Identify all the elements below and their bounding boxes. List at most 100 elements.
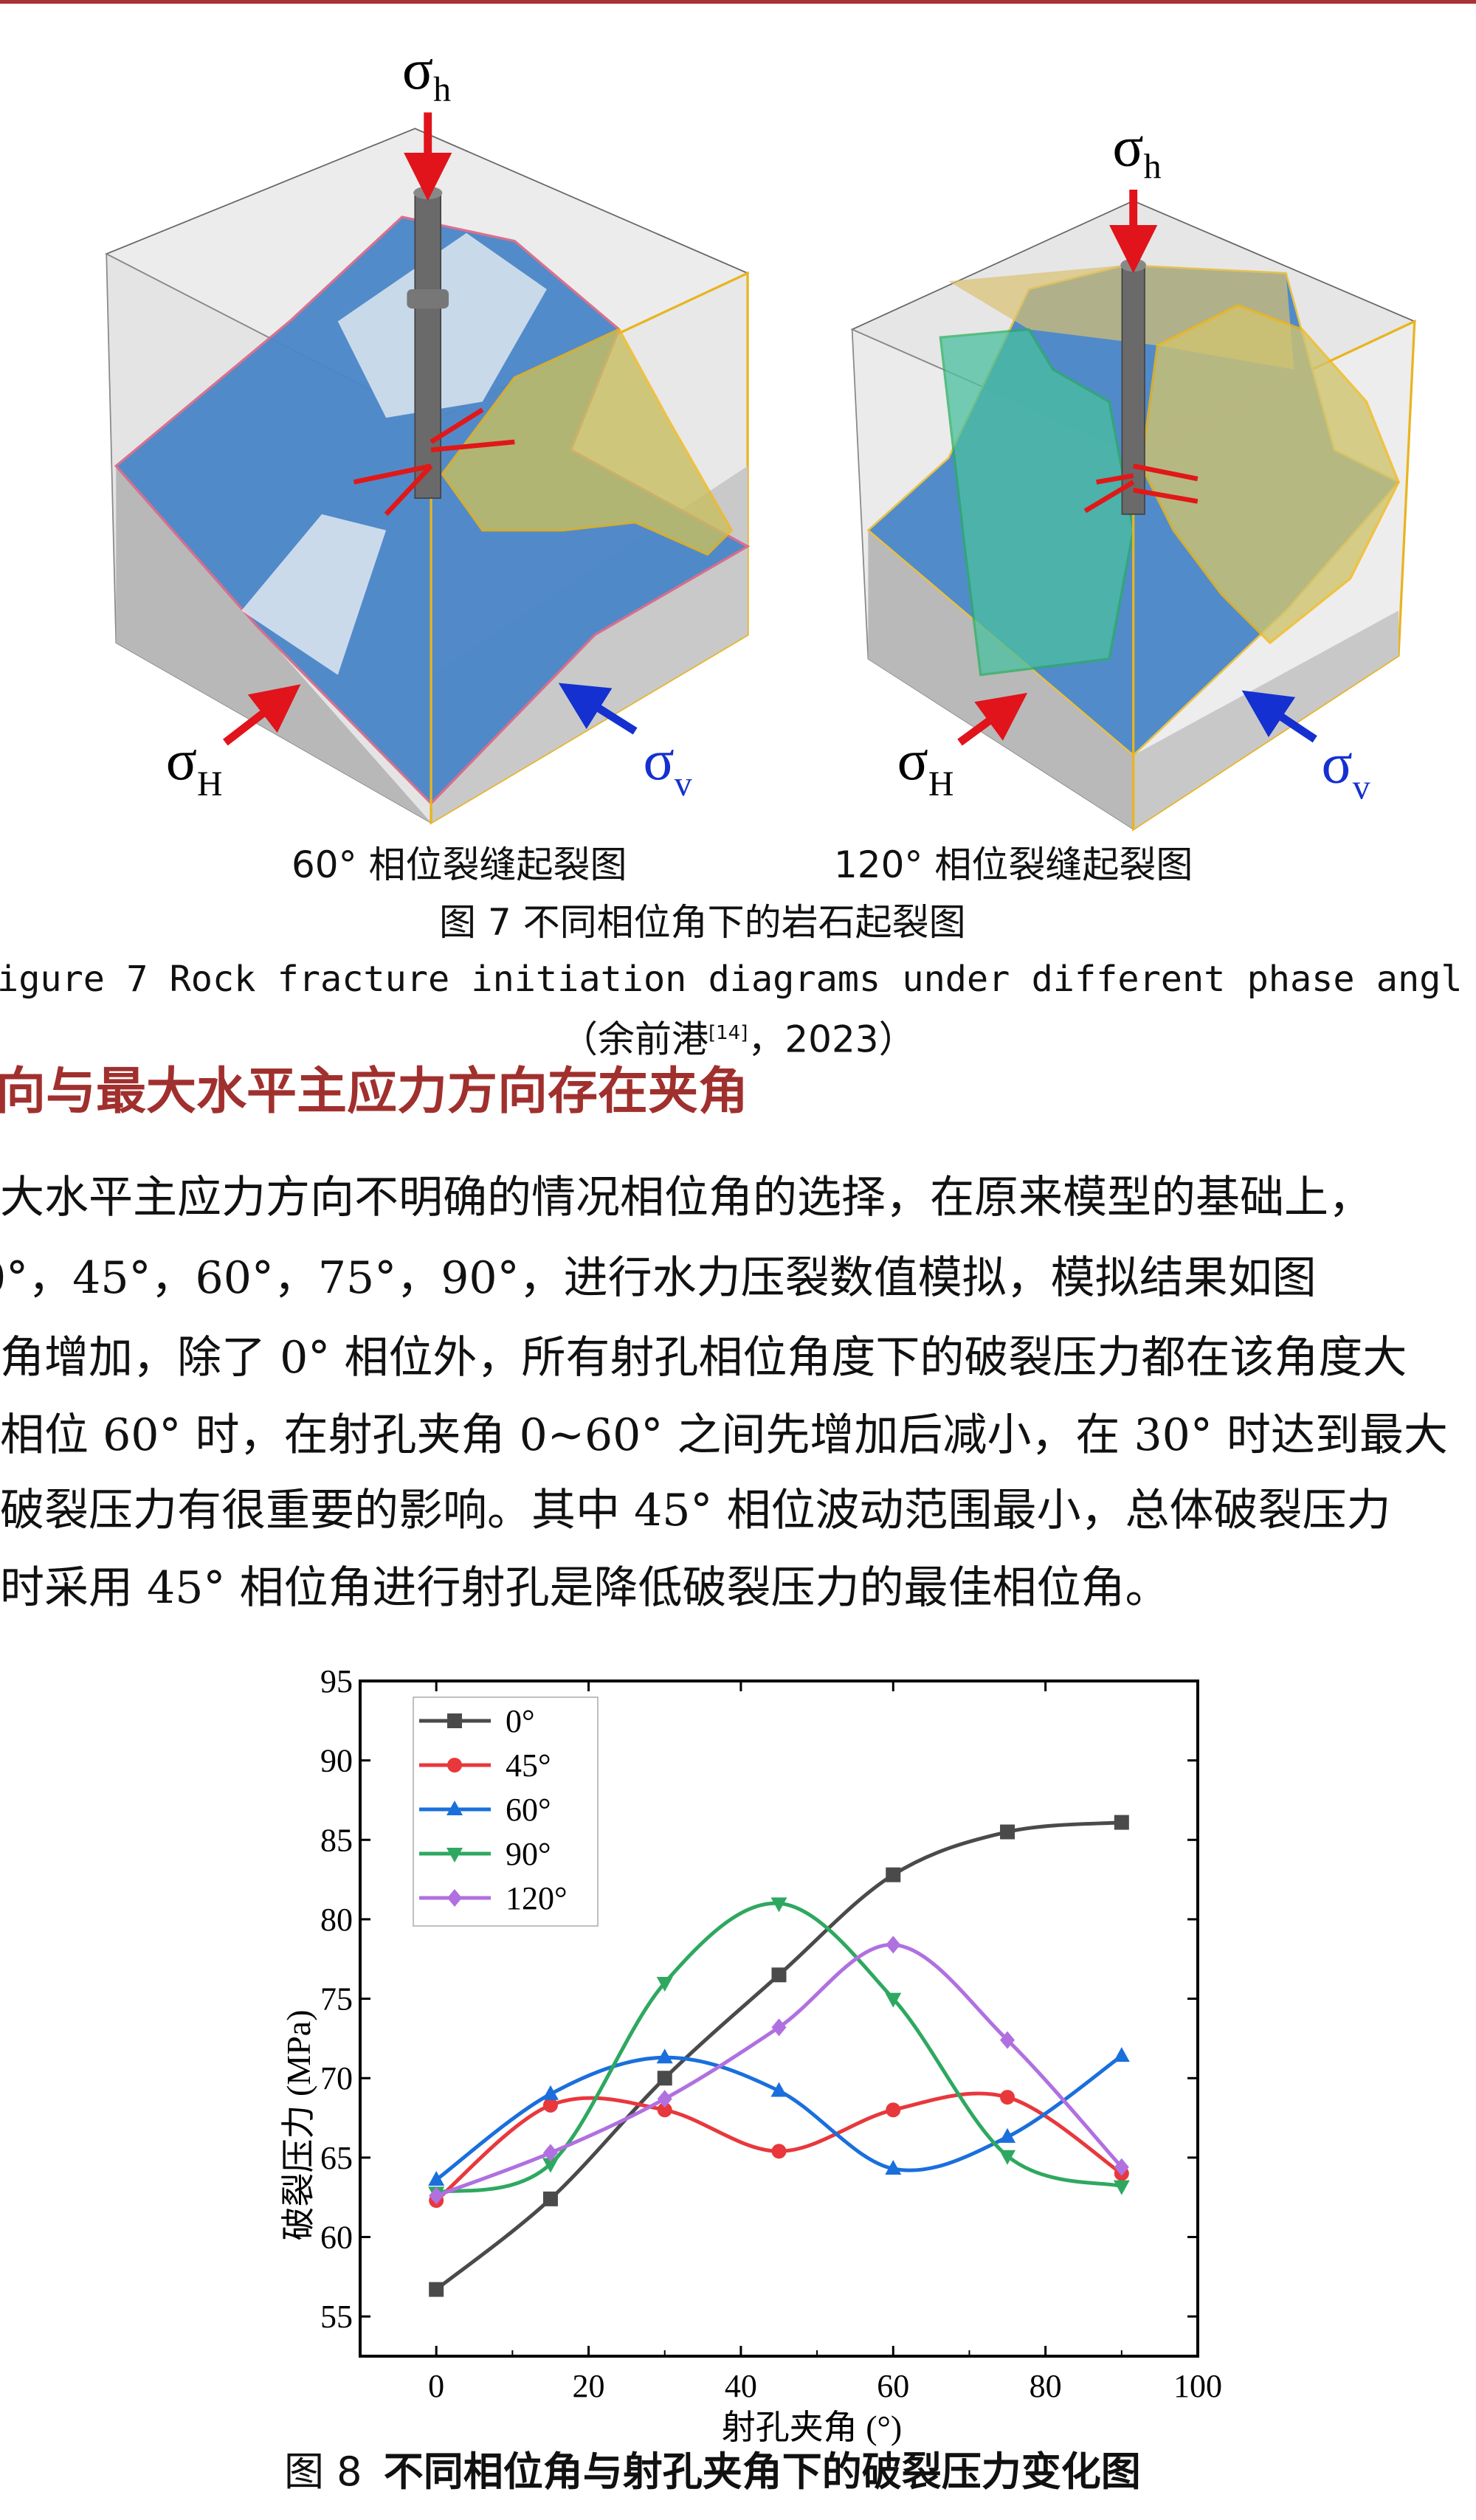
x-tick-label: 60 [877,2368,909,2404]
label-sigma-v: σv [644,728,692,804]
paragraph-line-6: 时采用 45° 相位角进行射孔是降低破裂压力的最佳相位角。 [0,1562,1170,1614]
x-tick-label: 0 [428,2368,444,2404]
y-tick-label: 60 [320,2220,353,2256]
x-axis-label: 射孔夹角 (°) [722,2409,903,2446]
data-point [542,2097,558,2113]
data-point [429,2186,444,2205]
figure7-caption-en: igure 7 Rock fracture initiation diagram… [0,959,1463,1000]
paragraph-line-5: 破裂压力有很重要的影响。其中 45° 相位波动范围最小，总体破裂压力 [0,1485,1391,1536]
paragraph-line-3: 角增加，除了 0° 相位外，所有射孔相位角度下的破裂压力都在该角度大 [0,1332,1407,1384]
citation-year: ，2023） [748,1018,916,1061]
data-point [656,2048,673,2064]
series-line [435,2054,1123,2182]
data-point [428,2171,445,2186]
section-heading: 向与最大水平主应力方向存在夹角 [0,1063,749,1121]
legend-marker [447,1758,462,1772]
figure8-breakdown-pressure-chart: 0 20 40 60 80 100 55 60 65 70 75 80 85 90 95 0° 45° 60° 9… [266,1653,1225,2457]
y-tick-label: 85 [320,1822,353,1858]
series-4 [429,1936,1129,2205]
x-tick-label: 40 [725,2368,757,2404]
arrow-sigma-v-icon [1241,690,1317,743]
data-point [885,1992,902,2008]
data-point [771,1967,787,1983]
citation-reference[interactable]: [14] [708,1022,748,1044]
data-point [771,2018,787,2037]
perforation-icon [353,407,515,517]
data-point [657,2090,672,2108]
data-point [1113,2047,1130,2062]
data-point [770,2082,787,2097]
legend-marker [447,1713,462,1728]
data-point [885,2159,902,2175]
label-sigma-H: σH [166,728,223,804]
legend-box [413,1696,599,1927]
paragraph-line-4: 相位 60° 时，在射孔夹角 0~60° 之间先增加后减小，在 30° 时达到最… [0,1409,1448,1461]
legend-label: 90° [506,1836,551,1872]
y-tick-label: 55 [320,2299,353,2335]
legend-marker [447,1889,462,1907]
label-sigma-h: σh [402,37,451,109]
label-sigma-v: σv [1321,731,1370,807]
figure7-caption-cn: 图 7 不同相位角下的岩石起裂图 [439,901,966,944]
y-tick-label: 70 [320,2060,353,2096]
label-sigma-h: σh [1112,114,1161,186]
cube-120-degree: σh σH σv [850,114,1416,832]
data-point [770,1897,787,1913]
y-tick-label: 65 [320,2140,353,2176]
x-tick-label: 100 [1173,2368,1222,2404]
data-point [542,2144,558,2162]
x-tick-label: 20 [573,2368,605,2404]
data-point [1113,2180,1130,2195]
perforation-icon [1083,463,1199,514]
figure7-citation: （余前港[14]，2023） [561,1011,916,1062]
paragraph-line-2: 0°，45°，60°，75°，90°，进行水力压裂数值模拟，模拟结果如图 [0,1252,1317,1304]
y-tick-label: 95 [320,1663,353,1699]
wellbore-icon [414,192,442,499]
data-point [999,2127,1016,2143]
page-top-rule [0,0,1476,4]
data-point [886,1867,901,1882]
data-point [542,2191,558,2206]
data-point [542,2158,559,2173]
series-1 [429,2090,1129,2209]
fracture-surface-yellow [1139,303,1400,645]
legend-label: 45° [506,1747,551,1784]
arrow-sigma-H-icon [957,692,1028,746]
data-point [999,2150,1016,2165]
data-point [657,2071,672,2086]
series-0 [429,1815,1129,2297]
legend-label: 0° [506,1703,535,1739]
legend-label: 120° [506,1880,568,1916]
label-sigma-H: σH [897,728,954,804]
figure8-caption-number: 图 8 [284,2448,362,2495]
plot-frame [359,1680,1199,2358]
fracture-surface-yellow [441,328,734,556]
arrow-sigma-v-icon [558,683,638,735]
data-point [1114,1815,1129,1830]
figure8-caption-title: 不同相位角与射孔夹角下的破裂压力变化图 [383,2448,1141,2495]
data-point [542,2085,559,2100]
series-2 [428,2047,1130,2186]
data-point [771,2144,787,2159]
data-point [1000,2031,1015,2049]
citation-author: （余前港 [561,1018,708,1061]
data-point [1000,2090,1015,2105]
y-tick-label: 80 [320,1902,353,1938]
sub-caption-120: 120° 相位裂缝起裂图 [834,843,1193,886]
figure7-rock-fracture-diagrams: σh σH σv σh σH σv [105,37,1416,832]
data-point [886,1936,901,1954]
y-tick-label: 90 [320,1743,353,1779]
data-point [886,2102,901,2118]
data-point [656,1977,673,1992]
legend-label: 60° [506,1792,551,1828]
legend-marker [446,1801,463,1815]
data-point [1114,2158,1129,2176]
data-point [1000,1824,1015,1840]
data-point [429,2282,444,2297]
y-axis-label: 破裂压力 (MPa) [280,2009,317,2240]
arrow-sigma-H-icon [223,684,301,746]
figure8-caption: 图 8 不同相位角与射孔夹角下的破裂压力变化图 [284,2450,1141,2494]
sub-caption-60: 60° 相位裂缝起裂图 [292,843,627,886]
paragraph-line-1: 大水平主应力方向不明确的情况相位角的选择，在原来模型的基础上， [0,1172,1373,1223]
y-tick-label: 75 [320,1981,353,2017]
